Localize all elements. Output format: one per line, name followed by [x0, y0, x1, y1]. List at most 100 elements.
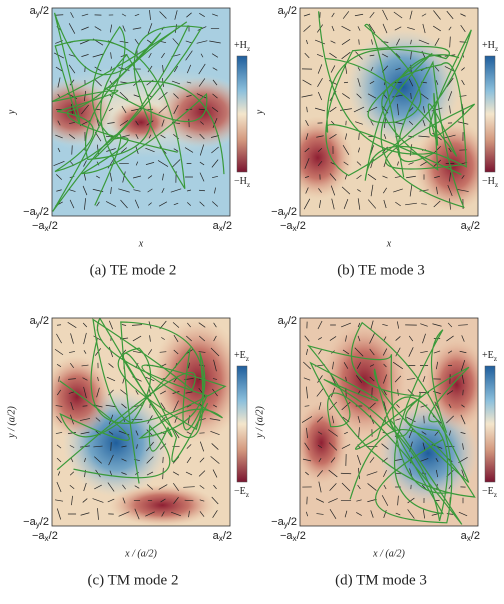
field-arrow	[304, 52, 310, 59]
field-arrow	[305, 511, 309, 517]
field-arrow	[446, 513, 454, 515]
x-min-label-main: −a	[32, 220, 45, 232]
field-arrow	[198, 364, 206, 367]
field-arrow	[317, 147, 323, 153]
field-arrow	[461, 374, 465, 384]
field-arrow	[185, 50, 193, 61]
field-arrow	[317, 91, 323, 101]
field-arrow	[317, 444, 323, 449]
field-arrow	[330, 387, 336, 398]
field-arrow	[354, 347, 364, 357]
field-arrow	[422, 119, 426, 127]
field-arrow	[198, 387, 206, 398]
field-arrow	[213, 335, 217, 342]
field-arrow	[357, 67, 361, 71]
field-arrow	[369, 457, 375, 463]
field-arrow	[109, 172, 113, 182]
field-arrow	[410, 92, 412, 100]
y-axis-label: y	[254, 109, 265, 115]
x-max-label-sub: x	[467, 224, 472, 233]
field-arrow	[397, 495, 399, 506]
field-arrow	[81, 13, 89, 17]
field-arrow	[121, 445, 127, 448]
field-arrow	[370, 320, 374, 330]
y-max-label-tail: /2	[40, 5, 49, 17]
x-max-label-tail: /2	[223, 220, 232, 232]
x-min-label: −ax/2	[32, 530, 58, 543]
field-arrow	[318, 458, 322, 462]
field-arrow	[56, 363, 62, 368]
field-arrow	[435, 361, 439, 370]
field-arrow	[317, 78, 323, 87]
field-arrow	[70, 333, 74, 344]
field-arrow	[108, 389, 114, 396]
field-arrow	[70, 401, 74, 411]
y-min-label-tail: /2	[288, 516, 297, 528]
colorbar-min-label-main: −H	[482, 176, 495, 187]
field-arrow	[370, 184, 374, 197]
field-arrow	[449, 105, 451, 114]
field-arrow	[357, 416, 361, 423]
field-arrow	[458, 324, 468, 326]
field-arrow	[409, 184, 413, 197]
field-arrow	[331, 415, 335, 424]
field-arrow	[319, 200, 321, 208]
field-arrow	[133, 350, 141, 354]
field-arrow	[84, 457, 86, 463]
field-arrow	[383, 199, 387, 209]
field-arrow	[342, 349, 350, 355]
field-arrow	[134, 199, 140, 209]
field-arrow	[121, 105, 127, 114]
field-arrow	[408, 120, 414, 126]
x-min-label-sub: x	[45, 534, 50, 543]
field-lobe	[108, 484, 216, 526]
field-arrow	[68, 23, 76, 34]
field-arrow	[369, 54, 375, 57]
field-arrow	[383, 363, 387, 368]
field-arrow	[188, 510, 190, 518]
field-arrow	[382, 23, 388, 34]
field-arrow	[447, 91, 453, 101]
field-arrow	[83, 386, 87, 399]
x-axis-label: x / (a/2)	[372, 548, 405, 559]
field-arrow	[306, 348, 308, 356]
field-arrow	[108, 431, 114, 435]
field-arrow	[370, 66, 374, 72]
x-max-label-main: a	[461, 530, 468, 542]
field-arrow	[68, 134, 76, 139]
field-arrow	[107, 482, 115, 492]
field-arrow	[397, 389, 399, 396]
field-arrow	[161, 511, 165, 517]
field-arrow	[354, 13, 364, 17]
field-arrow	[162, 173, 164, 181]
field-arrow	[460, 414, 466, 425]
field-arrow	[358, 427, 360, 439]
field-arrow	[83, 350, 87, 354]
field-arrow	[157, 160, 169, 167]
field-arrow	[343, 81, 349, 84]
colorbar	[484, 365, 496, 483]
field-arrow	[56, 174, 62, 180]
field-arrow	[304, 158, 310, 169]
colorbar-min-label-sub: z	[494, 490, 498, 499]
field-arrow	[131, 107, 143, 112]
field-arrow	[211, 496, 219, 505]
field-arrow	[132, 27, 142, 30]
field-arrow	[71, 495, 73, 506]
field-arrow	[110, 52, 112, 59]
field-arrow	[199, 133, 205, 140]
field-arrow	[147, 23, 153, 34]
field-arrow	[357, 455, 361, 465]
field-arrow	[329, 173, 337, 181]
field-arrow	[368, 23, 376, 34]
y-min-label: −ay/2	[271, 206, 297, 219]
field-arrow	[382, 175, 388, 179]
field-arrow	[94, 484, 102, 490]
field-arrow	[134, 13, 140, 17]
field-arrow	[457, 189, 469, 192]
field-arrow	[358, 39, 360, 45]
field-arrow	[340, 472, 352, 475]
field-arrow	[446, 10, 454, 20]
field-arrow	[57, 120, 61, 126]
